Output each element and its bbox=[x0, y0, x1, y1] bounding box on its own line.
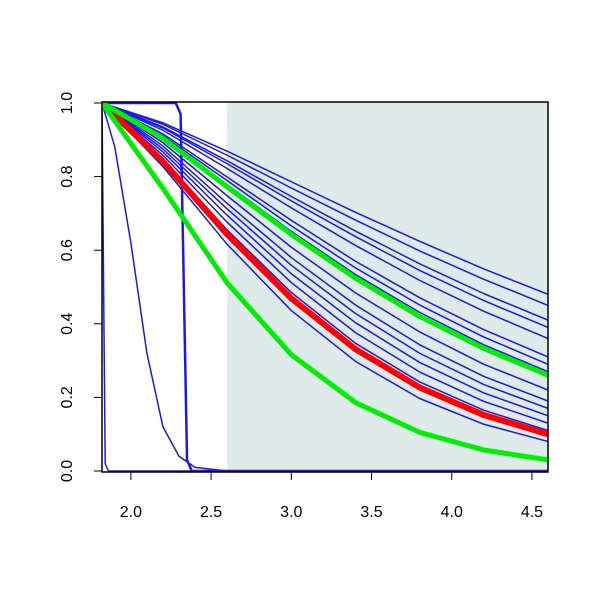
x-tick-label: 2.0 bbox=[120, 504, 142, 521]
x-tick-label: 3.0 bbox=[280, 504, 302, 521]
lines-layer bbox=[102, 100, 548, 472]
y-tick-label: 1.0 bbox=[59, 92, 76, 114]
axes-layer: 2.0 2.5 3.0 3.5 4.0 4.5 0.0 0.2 0.4 0.6 0.8 1.0 bbox=[59, 92, 543, 521]
x-tick-label: 3.5 bbox=[360, 504, 382, 521]
curve bbox=[102, 102, 548, 410]
curve bbox=[102, 102, 548, 307]
plot-box bbox=[101, 101, 549, 473]
x-tick-label: 4.0 bbox=[441, 504, 463, 521]
curve bbox=[102, 100, 548, 378]
curve bbox=[102, 101, 548, 463]
curve bbox=[102, 102, 548, 340]
curve bbox=[102, 102, 548, 329]
curve bbox=[102, 101, 548, 472]
curve bbox=[102, 102, 548, 424]
y-tick-label: 0.8 bbox=[59, 165, 76, 187]
y-tick-label: 0.6 bbox=[59, 239, 76, 261]
curve bbox=[102, 102, 548, 321]
y-tick-label: 0.4 bbox=[59, 313, 76, 335]
curve bbox=[102, 102, 548, 391]
y-tick-label: 0.0 bbox=[59, 460, 76, 482]
curve bbox=[102, 102, 548, 296]
curve bbox=[102, 102, 548, 417]
curve bbox=[102, 102, 548, 365]
y-tick-label: 0.2 bbox=[59, 386, 76, 408]
curve bbox=[102, 102, 548, 443]
x-tick-label: 4.5 bbox=[521, 504, 543, 521]
curve bbox=[102, 102, 548, 358]
curve bbox=[102, 100, 548, 438]
x-tick-label: 2.5 bbox=[200, 504, 222, 521]
curve bbox=[102, 102, 548, 402]
